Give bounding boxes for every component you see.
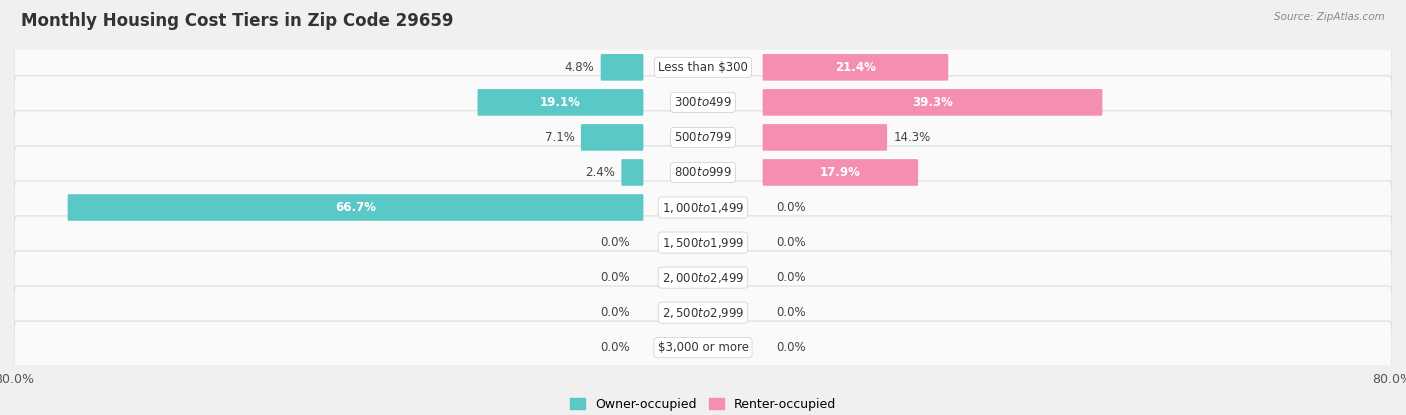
- FancyBboxPatch shape: [762, 89, 1102, 116]
- Text: $1,500 to $1,999: $1,500 to $1,999: [662, 236, 744, 249]
- Text: 17.9%: 17.9%: [820, 166, 860, 179]
- Legend: Owner-occupied, Renter-occupied: Owner-occupied, Renter-occupied: [565, 393, 841, 415]
- FancyBboxPatch shape: [762, 124, 887, 151]
- Text: 19.1%: 19.1%: [540, 96, 581, 109]
- Text: Monthly Housing Cost Tiers in Zip Code 29659: Monthly Housing Cost Tiers in Zip Code 2…: [21, 12, 454, 30]
- FancyBboxPatch shape: [621, 159, 644, 186]
- Text: 0.0%: 0.0%: [600, 306, 630, 319]
- FancyBboxPatch shape: [14, 216, 1392, 269]
- FancyBboxPatch shape: [478, 89, 644, 116]
- Text: 4.8%: 4.8%: [565, 61, 595, 74]
- Text: $2,500 to $2,999: $2,500 to $2,999: [662, 305, 744, 320]
- FancyBboxPatch shape: [14, 321, 1392, 374]
- Text: $300 to $499: $300 to $499: [673, 96, 733, 109]
- Text: 0.0%: 0.0%: [776, 201, 806, 214]
- Text: 39.3%: 39.3%: [912, 96, 953, 109]
- Text: $2,000 to $2,499: $2,000 to $2,499: [662, 271, 744, 285]
- FancyBboxPatch shape: [600, 54, 644, 81]
- FancyBboxPatch shape: [581, 124, 644, 151]
- Text: Less than $300: Less than $300: [658, 61, 748, 74]
- FancyBboxPatch shape: [14, 251, 1392, 304]
- Text: 2.4%: 2.4%: [585, 166, 616, 179]
- Text: Source: ZipAtlas.com: Source: ZipAtlas.com: [1274, 12, 1385, 22]
- Text: 21.4%: 21.4%: [835, 61, 876, 74]
- FancyBboxPatch shape: [762, 159, 918, 186]
- Text: 7.1%: 7.1%: [544, 131, 575, 144]
- FancyBboxPatch shape: [762, 54, 948, 81]
- Text: 14.3%: 14.3%: [893, 131, 931, 144]
- FancyBboxPatch shape: [67, 194, 644, 221]
- Text: 0.0%: 0.0%: [600, 271, 630, 284]
- FancyBboxPatch shape: [14, 41, 1392, 94]
- Text: 0.0%: 0.0%: [600, 341, 630, 354]
- Text: 66.7%: 66.7%: [335, 201, 375, 214]
- Text: 0.0%: 0.0%: [776, 306, 806, 319]
- Text: 0.0%: 0.0%: [600, 236, 630, 249]
- Text: 0.0%: 0.0%: [776, 341, 806, 354]
- FancyBboxPatch shape: [14, 146, 1392, 199]
- FancyBboxPatch shape: [14, 111, 1392, 164]
- Text: $3,000 or more: $3,000 or more: [658, 341, 748, 354]
- FancyBboxPatch shape: [14, 181, 1392, 234]
- Text: 0.0%: 0.0%: [776, 271, 806, 284]
- Text: $1,000 to $1,499: $1,000 to $1,499: [662, 200, 744, 215]
- FancyBboxPatch shape: [14, 76, 1392, 129]
- Text: $800 to $999: $800 to $999: [673, 166, 733, 179]
- Text: $500 to $799: $500 to $799: [673, 131, 733, 144]
- FancyBboxPatch shape: [14, 286, 1392, 339]
- Text: 0.0%: 0.0%: [776, 236, 806, 249]
